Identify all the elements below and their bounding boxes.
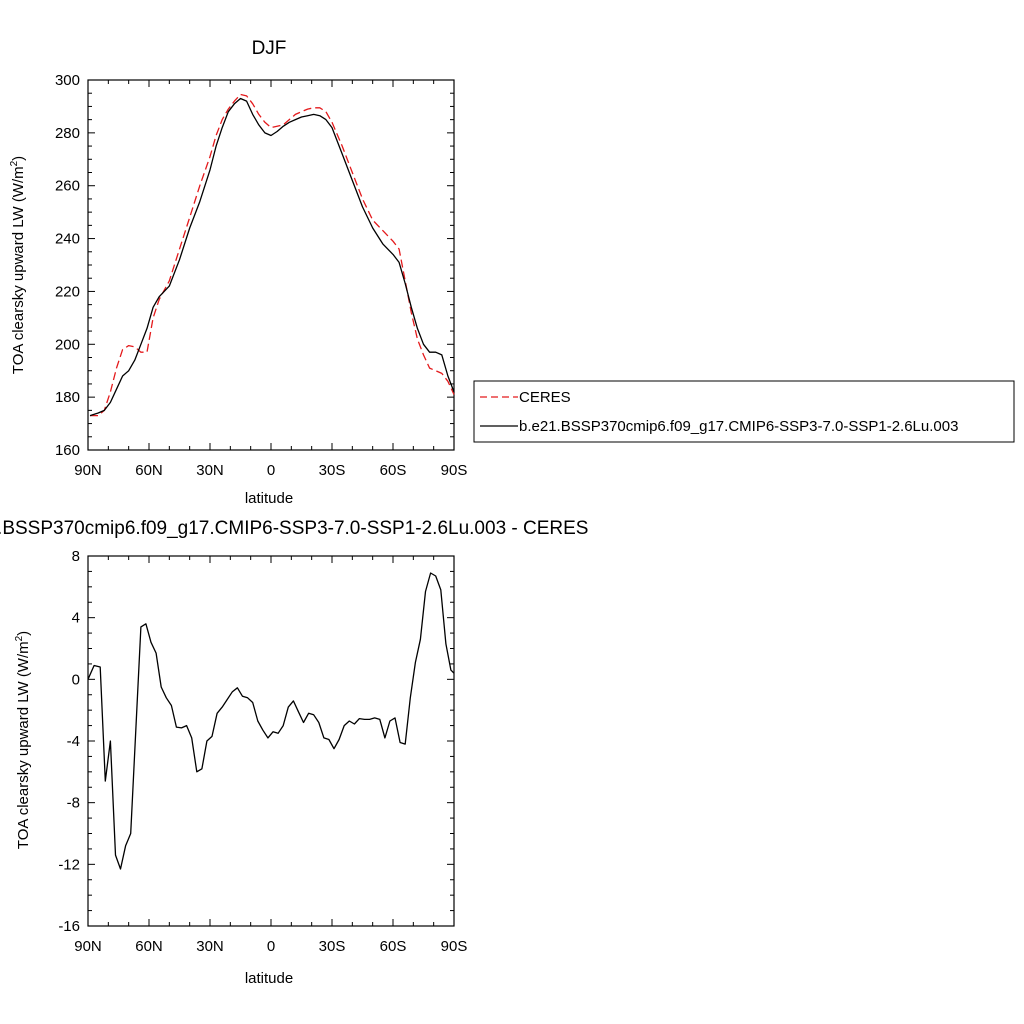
legend-label-model: b.e21.BSSP370cmip6.f09_g17.CMIP6-SSP3-7.… <box>519 418 958 435</box>
top-chart-x-tick-label: 60S <box>380 462 407 479</box>
bottom-chart-title: b.e21.BSSP370cmip6.f09_g17.CMIP6-SSP3-7.… <box>0 518 588 539</box>
bottom-chart-x-tick-label: 0 <box>267 938 275 955</box>
bottom-chart-y-tick-label: -4 <box>67 733 80 750</box>
bottom-chart-series-line-0 <box>87 572 455 870</box>
legend-label-ceres: CERES <box>519 389 571 406</box>
top-chart-title: DJF <box>252 38 287 59</box>
bottom-chart-y-tick-label: 0 <box>72 671 80 688</box>
top-chart-x-tick-label: 30N <box>196 462 224 479</box>
bottom-chart-y-axis-label-main: TOA clearsky upward LW (W/m <box>15 641 32 849</box>
top-chart-y-tick-label: 160 <box>55 442 80 459</box>
top-chart-y-tick-label: 300 <box>55 72 80 89</box>
bottom-chart-y-axis-label: TOA clearsky upward LW (W/m2) <box>14 631 32 849</box>
bottom-chart-x-tick-label: 90S <box>441 938 468 955</box>
bottom-chart-x-axis-label: latitude <box>245 970 293 987</box>
bottom-chart-x-tick-label: 60S <box>380 938 407 955</box>
top-chart-y-tick-label: 200 <box>55 336 80 353</box>
bottom-chart-y-axis-label-end: ) <box>15 631 32 636</box>
bottom-chart-y-tick-label: 8 <box>72 548 80 565</box>
bottom-chart-x-tick-label: 30N <box>196 938 224 955</box>
bottom-chart-lines <box>87 572 455 870</box>
bottom-chart-x-tick-label: 30S <box>319 938 346 955</box>
bottom-chart-panel: b.e21.BSSP370cmip6.f09_g17.CMIP6-SSP3-7.… <box>0 518 588 987</box>
top-chart-lines <box>89 93 455 417</box>
top-chart-y-axis-label: TOA clearsky upward LW (W/m2) <box>9 156 27 374</box>
bottom-chart-y-tick-label: -12 <box>58 856 80 873</box>
top-chart-legend: CERES b.e21.BSSP370cmip6.f09_g17.CMIP6-S… <box>473 380 1015 443</box>
legend-box <box>473 380 1015 443</box>
top-chart-y-tick-label: 280 <box>55 125 80 142</box>
top-chart-x-tick-label: 0 <box>267 462 275 479</box>
top-chart-panel: DJF 90N 60N 30N 0 30S 60S 90S 160 180 200 220 240 26… <box>9 38 467 507</box>
top-chart-series-line-0 <box>90 93 455 417</box>
bottom-chart-ticks: 90N 60N 30N 0 30S 60S 90S -16 -12 -8 -4 0 4 8 <box>58 548 467 955</box>
top-chart-y-tick-label: 260 <box>55 178 80 195</box>
bottom-chart-y-tick-label: -8 <box>67 795 80 812</box>
top-chart-y-axis-label-end: ) <box>10 156 27 161</box>
top-chart-series-line-1 <box>89 97 455 417</box>
top-chart-x-axis-label: latitude <box>245 490 293 507</box>
bottom-chart-x-tick-label: 90N <box>74 938 102 955</box>
top-chart-y-tick-label: 220 <box>55 283 80 300</box>
bottom-chart-x-tick-label: 60N <box>135 938 163 955</box>
top-chart-ticks: 90N 60N 30N 0 30S 60S 90S 160 180 200 220 240 260 280… <box>55 72 467 479</box>
top-chart-x-tick-label: 60N <box>135 462 163 479</box>
top-chart-x-tick-label: 90N <box>74 462 102 479</box>
bottom-chart-y-tick-label: 4 <box>72 610 80 627</box>
top-chart-x-tick-label: 90S <box>441 462 468 479</box>
top-chart-y-axis-label-main: TOA clearsky upward LW (W/m <box>10 166 27 374</box>
top-chart-y-tick-label: 240 <box>55 231 80 248</box>
top-chart-y-tick-label: 180 <box>55 389 80 406</box>
bottom-chart-y-axis-label-sup: 2 <box>14 635 25 641</box>
bottom-chart-plot-frame <box>87 555 455 927</box>
bottom-chart-y-tick-label: -16 <box>58 918 80 935</box>
top-chart-x-tick-label: 30S <box>319 462 346 479</box>
top-chart-y-axis-label-sup: 2 <box>9 160 20 166</box>
